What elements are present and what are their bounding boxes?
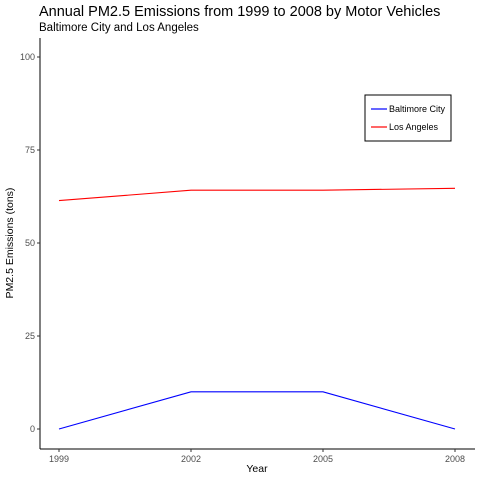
- series-line-2: [58, 187, 456, 202]
- x-tick-label: 2002: [181, 454, 201, 464]
- y-axis-ticks: 0 25 50 75 100: [20, 52, 40, 434]
- legend-label-1: Baltimore City: [389, 104, 446, 114]
- legend-label-2: Los Angeles: [389, 122, 439, 132]
- legend: Baltimore City Los Angeles: [364, 94, 452, 142]
- y-axis-title: PM2.5 Emissions (tons): [4, 188, 16, 299]
- y-tick-label: 25: [25, 331, 35, 341]
- x-tick-label: 2005: [313, 454, 333, 464]
- x-tick-label: 2008: [445, 454, 465, 464]
- y-tick-label: 75: [25, 145, 35, 155]
- y-tick-label: 100: [20, 52, 35, 62]
- y-tick-label: 0: [30, 424, 35, 434]
- y-tick-label: 50: [25, 238, 35, 248]
- plot-area: [58, 187, 456, 430]
- x-tick-label: 1999: [49, 454, 69, 464]
- x-axis-title: Year: [246, 463, 268, 475]
- chart-subtitle: Baltimore City and Los Angeles: [39, 22, 199, 34]
- chart-title: Annual PM2.5 Emissions from 1999 to 2008…: [39, 4, 440, 20]
- legend-box: [364, 94, 452, 142]
- series-line-1: [58, 391, 456, 430]
- x-axis-ticks: 1999 2002 2005 2008: [49, 449, 465, 464]
